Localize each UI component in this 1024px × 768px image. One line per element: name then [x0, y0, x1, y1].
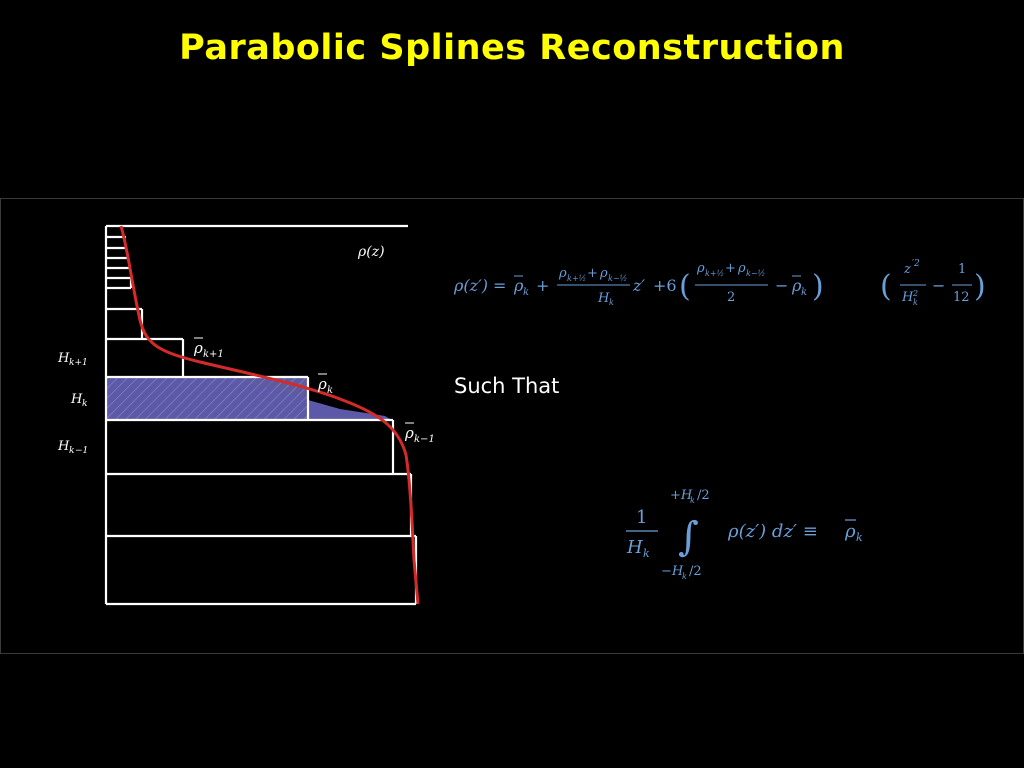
svg-text:k: k: [682, 572, 687, 581]
svg-text:k+1: k+1: [69, 358, 88, 368]
svg-text:H: H: [70, 392, 83, 407]
svg-text:+: +: [587, 266, 598, 281]
svg-text:−1: −1: [75, 446, 88, 456]
svg-text:H: H: [57, 439, 70, 454]
rho-bar-k-label: ρ k: [317, 373, 333, 396]
svg-text:ρ: ρ: [599, 266, 608, 281]
svg-text:k: k: [690, 496, 695, 505]
layer-k-excess-fill: [308, 400, 392, 420]
svg-text:k+1: k+1: [203, 349, 224, 360]
svg-text:ρ: ρ: [513, 276, 524, 295]
spline-curve: [119, 225, 420, 605]
slide-title: Parabolic Splines Reconstruction: [179, 28, 845, 68]
svg-text:k+½: k+½: [705, 269, 724, 278]
svg-text:k: k: [523, 287, 529, 298]
rho-z-label: ρ(z): [357, 244, 385, 260]
svg-text:): ): [974, 269, 986, 304]
svg-text:k: k: [609, 298, 614, 307]
svg-text:z′: z′: [632, 276, 645, 295]
svg-text:H: H: [597, 291, 610, 306]
spline-equation: ρ(z′) = ρ k + ρ k+½ + ρ k−½ H k z′ +6 ( …: [453, 259, 986, 307]
svg-text:ρ: ρ: [193, 339, 203, 357]
h-k-minus-1-label: H k −1: [57, 439, 88, 456]
svg-text:ρ(z′) =: ρ(z′) =: [453, 276, 506, 295]
svg-text:+H: +H: [670, 488, 693, 503]
svg-text:+: +: [536, 276, 549, 295]
svg-text:∫: ∫: [678, 514, 699, 560]
svg-text:(: (: [880, 269, 892, 304]
svg-text:k: k: [82, 399, 87, 409]
svg-text:k: k: [913, 298, 918, 307]
svg-text:k−1: k−1: [414, 434, 435, 445]
svg-text:(: (: [679, 269, 691, 304]
svg-text:+6: +6: [653, 276, 677, 295]
svg-text:k−½: k−½: [608, 274, 627, 283]
svg-text:ρ: ρ: [791, 276, 802, 295]
svg-text:2: 2: [727, 290, 735, 305]
svg-text:−: −: [932, 276, 945, 295]
svg-text:1: 1: [958, 262, 966, 277]
svg-text:ρ: ρ: [317, 375, 327, 393]
h-k-label: H k: [70, 392, 87, 409]
svg-text:−: −: [775, 276, 788, 295]
svg-text:H: H: [626, 537, 643, 558]
svg-text:k: k: [801, 287, 807, 298]
svg-text:12: 12: [953, 290, 970, 305]
svg-text:): ): [812, 269, 824, 304]
svg-text:k: k: [69, 446, 74, 456]
svg-text:/2: /2: [697, 488, 710, 503]
svg-text:k: k: [643, 547, 650, 560]
svg-text:/2: /2: [689, 564, 702, 579]
svg-text:k+½: k+½: [567, 274, 586, 283]
such-that-text: Such That: [454, 374, 560, 398]
integral-constraint: 1 H k +H k /2 ∫ −H k /2 ρ(z′) dz′ ≡ ρ k: [626, 488, 863, 581]
svg-text:z: z: [903, 262, 911, 277]
svg-text:H: H: [57, 351, 70, 366]
svg-text:ρ: ρ: [558, 266, 567, 281]
svg-text:1: 1: [636, 507, 647, 528]
rho-bar-k-minus-1-label: ρ k−1: [404, 422, 435, 445]
svg-text:ρ: ρ: [737, 261, 746, 276]
svg-text:k: k: [327, 385, 333, 396]
layer-boxes: [104, 224, 418, 606]
svg-text:2: 2: [912, 289, 918, 298]
h-k-plus-1-label: H k+1: [57, 351, 88, 368]
svg-text:k: k: [856, 531, 863, 544]
svg-text:−H: −H: [661, 564, 684, 579]
svg-text:ρ: ρ: [404, 424, 414, 442]
svg-text:k−½: k−½: [746, 269, 765, 278]
svg-text:+: +: [725, 261, 736, 276]
svg-text:ρ: ρ: [844, 521, 856, 542]
svg-text:ρ: ρ: [696, 261, 705, 276]
svg-text:′2: ′2: [912, 259, 920, 269]
svg-text:H: H: [901, 290, 914, 305]
svg-text:ρ(z′) dz′ ≡: ρ(z′) dz′ ≡: [727, 521, 818, 542]
rho-bar-k-plus-1-label: ρ k+1: [193, 337, 224, 360]
